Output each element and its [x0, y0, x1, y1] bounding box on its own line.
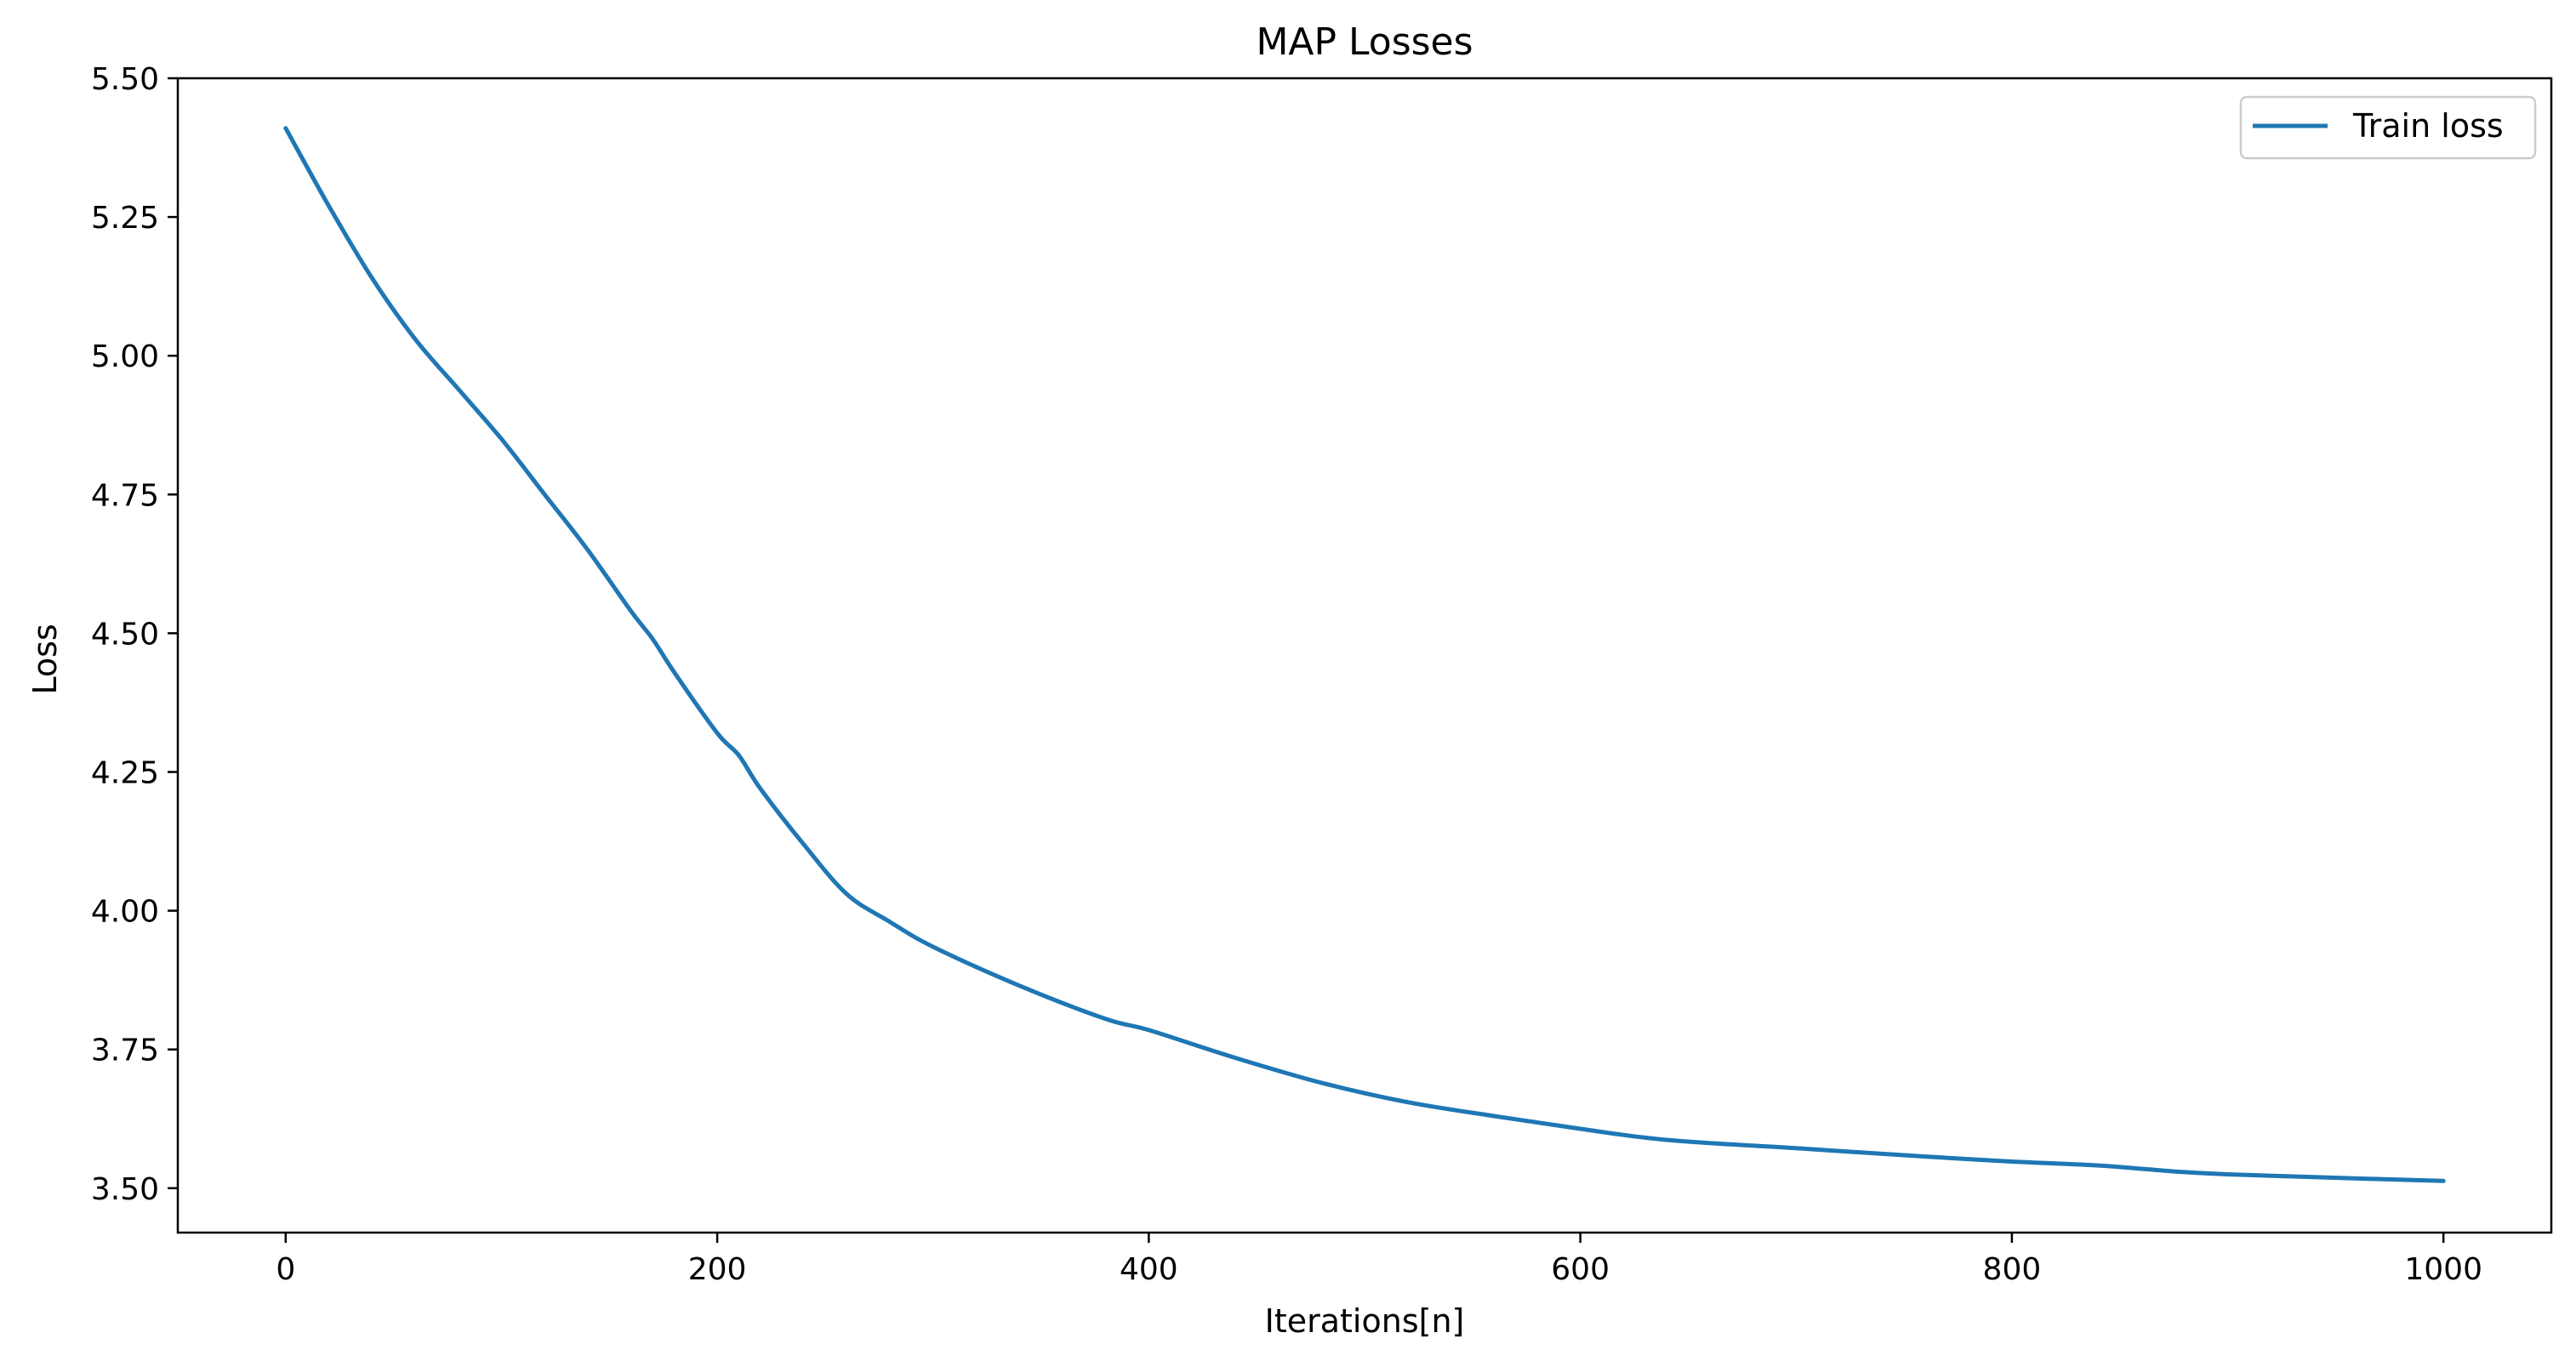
y-tick-label: 4.75 [91, 478, 159, 513]
y-axis-label: Loss [26, 624, 64, 694]
y-tick-label: 3.50 [91, 1172, 159, 1207]
y-tick-label: 4.00 [91, 895, 159, 930]
y-tick-label: 4.50 [91, 617, 159, 652]
y-tick-label: 5.00 [91, 339, 159, 374]
x-axis-label: Iterations[n] [1265, 1302, 1465, 1340]
x-tick-label: 600 [1551, 1252, 1610, 1287]
chart-title: MAP Losses [1256, 20, 1473, 64]
y-axis-ticks: 3.50 3.75 4.00 4.25 4.50 4.75 5.00 5.25 5.50 [91, 62, 178, 1207]
y-tick-label: 4.25 [91, 756, 159, 791]
train-loss-line [283, 126, 2446, 1183]
plot-frame [176, 77, 2553, 1234]
x-axis-ticks: 0 200 400 600 800 1000 [276, 1233, 2482, 1287]
x-tick-label: 400 [1120, 1252, 1178, 1287]
x-tick-label: 800 [1983, 1252, 2042, 1287]
legend-box [2239, 95, 2537, 160]
y-tick-label: 5.50 [91, 62, 159, 97]
legend-label: Train loss [2352, 107, 2504, 145]
x-tick-label: 1000 [2404, 1252, 2482, 1287]
y-tick-label: 3.75 [91, 1034, 159, 1068]
x-tick-label: 200 [688, 1252, 747, 1287]
legend: Train loss [2239, 95, 2537, 160]
y-tick-label: 5.25 [91, 201, 159, 236]
x-tick-label: 0 [276, 1252, 295, 1287]
